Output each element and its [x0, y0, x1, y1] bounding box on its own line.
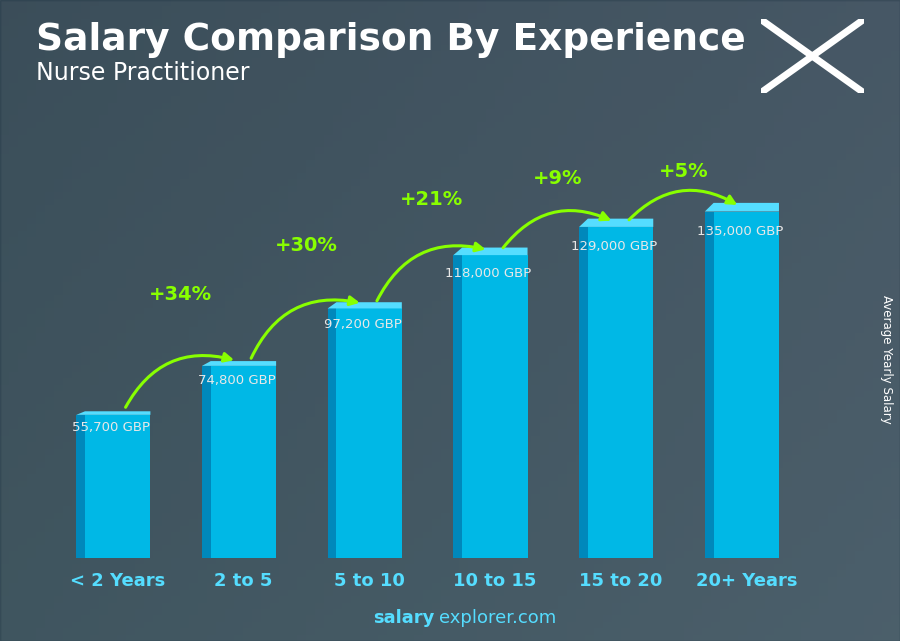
Bar: [579, 227, 588, 558]
Bar: [328, 308, 337, 558]
Bar: [85, 415, 150, 558]
Bar: [76, 415, 85, 558]
Text: +30%: +30%: [274, 236, 338, 254]
Text: +5%: +5%: [659, 162, 708, 181]
Text: Salary Comparison By Experience: Salary Comparison By Experience: [36, 22, 746, 58]
Text: +21%: +21%: [400, 190, 464, 209]
Polygon shape: [579, 219, 653, 227]
Polygon shape: [328, 302, 401, 308]
Text: +9%: +9%: [533, 169, 582, 188]
Bar: [211, 366, 276, 558]
Text: Nurse Practitioner: Nurse Practitioner: [36, 61, 249, 85]
Text: 55,700 GBP: 55,700 GBP: [72, 420, 150, 433]
Text: salary: salary: [374, 609, 435, 627]
Text: 135,000 GBP: 135,000 GBP: [697, 226, 783, 238]
Polygon shape: [76, 412, 150, 415]
Text: 118,000 GBP: 118,000 GBP: [446, 267, 532, 280]
Bar: [714, 212, 779, 558]
Bar: [588, 227, 653, 558]
Text: +34%: +34%: [149, 285, 212, 304]
Bar: [705, 212, 714, 558]
Text: 97,200 GBP: 97,200 GBP: [324, 319, 401, 331]
Polygon shape: [705, 203, 779, 212]
Bar: [454, 255, 463, 558]
Bar: [337, 308, 401, 558]
Text: 129,000 GBP: 129,000 GBP: [572, 240, 657, 253]
Bar: [463, 255, 527, 558]
Text: Average Yearly Salary: Average Yearly Salary: [880, 295, 893, 423]
Bar: [202, 366, 211, 558]
Text: explorer.com: explorer.com: [439, 609, 556, 627]
Polygon shape: [454, 247, 527, 255]
Text: 74,800 GBP: 74,800 GBP: [198, 374, 276, 387]
Polygon shape: [202, 361, 276, 366]
